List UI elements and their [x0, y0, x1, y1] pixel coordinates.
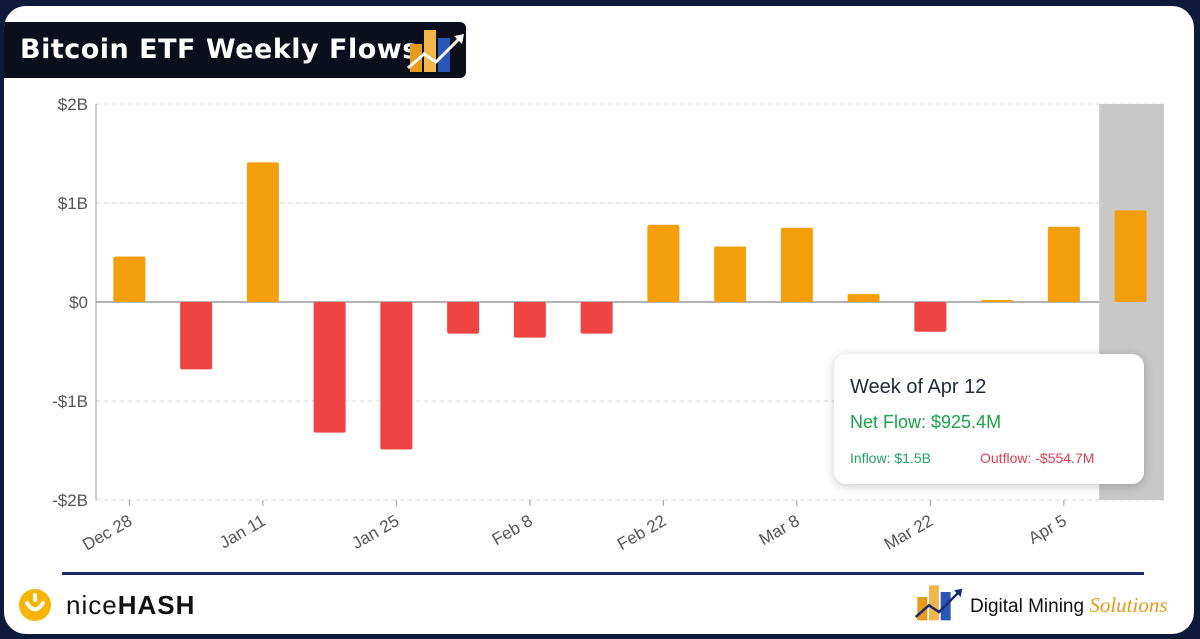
bar-apr-5[interactable]	[1047, 226, 1080, 302]
chart-card: $2B $1B $0 -$1B -$2B Dec 28 Jan 11 Jan 25 Feb 8 F…	[4, 6, 1194, 634]
bar-mar-15[interactable]	[847, 294, 880, 302]
x-tick-label: Dec 28	[79, 511, 135, 554]
x-tick-label: Feb 8	[489, 511, 536, 549]
footer-divider	[62, 572, 1144, 575]
dms-logo-icon	[407, 30, 464, 72]
dms-footer-icon	[914, 585, 963, 621]
tooltip: Week of Apr 12 Net Flow: $925.4M Inflow:…	[834, 354, 1144, 484]
bar-mar-1[interactable]	[714, 246, 747, 302]
tooltip-net-flow: Net Flow: $925.4M	[850, 412, 1002, 432]
y-tick-label: $2B	[58, 95, 88, 114]
y-tick-label: -$1B	[52, 392, 88, 411]
bar-jan-25[interactable]	[380, 302, 413, 450]
tooltip-title: Week of Apr 12	[850, 376, 987, 398]
x-tick-label: Jan 11	[216, 511, 269, 552]
dms-main: Digital Mining	[970, 596, 1085, 617]
tooltip-outflow: Outflow: -$554.7M	[980, 450, 1095, 466]
bar-mar-8[interactable]	[780, 227, 813, 302]
y-tick-label: $0	[69, 293, 88, 312]
bar-feb-8[interactable]	[513, 302, 546, 338]
x-tick-label: Feb 22	[614, 511, 669, 554]
bar-feb-1[interactable]	[447, 302, 480, 334]
bar-layer	[113, 162, 1147, 450]
bar-jan-4[interactable]	[180, 302, 213, 370]
y-tick-label: $1B	[58, 194, 88, 213]
bar-jan-18[interactable]	[313, 302, 346, 433]
nicehash-wordmark: niceHASH	[66, 590, 195, 621]
bar-feb-22[interactable]	[647, 224, 680, 302]
nicehash-bold: HASH	[117, 589, 196, 620]
x-tick-label: Mar 22	[881, 511, 936, 554]
nicehash-logo: niceHASH	[18, 588, 195, 622]
bar-feb-15[interactable]	[580, 302, 613, 334]
dms-footer-logo: Digital Mining Solutions	[914, 578, 1168, 626]
bar-apr-12[interactable]	[1114, 210, 1147, 302]
nicehash-light: nice	[66, 589, 118, 620]
bar-jan-11[interactable]	[246, 162, 279, 302]
bar-dec-28[interactable]	[113, 256, 146, 302]
x-tick-label: Mar 8	[756, 511, 803, 549]
dms-wordmark: Digital Mining Solutions	[970, 593, 1168, 618]
tooltip-inflow: Inflow: $1.5B	[850, 450, 931, 466]
x-tick-label: Jan 25	[349, 511, 403, 553]
y-tick-label: -$2B	[52, 491, 88, 510]
title-banner: Bitcoin ETF Weekly Flows	[4, 22, 466, 78]
nicehash-icon	[19, 589, 51, 621]
x-tick-label: Apr 5	[1025, 511, 1070, 548]
dms-accent: Solutions	[1089, 593, 1168, 617]
bar-mar-29[interactable]	[981, 300, 1014, 302]
chart-title: Bitcoin ETF Weekly Flows	[20, 34, 419, 65]
bar-mar-22[interactable]	[914, 302, 947, 332]
